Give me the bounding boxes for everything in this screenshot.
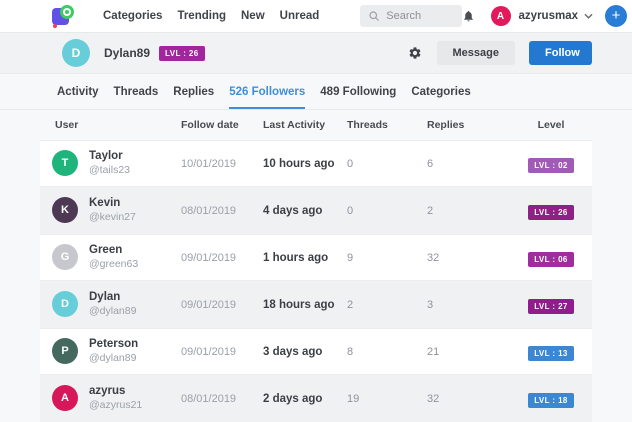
row-level-badge: LVL : 26 (528, 204, 574, 220)
search-icon (368, 10, 380, 22)
nav-link-unread[interactable]: Unread (279, 10, 320, 22)
navbar-right: A azyrusmax + (462, 5, 627, 27)
row-follow-date: 10/01/2019 (181, 157, 237, 170)
row-user-name[interactable]: Taylor (89, 150, 123, 163)
row-follow-date: 09/01/2019 (181, 298, 237, 311)
row-replies: 2 (427, 204, 434, 217)
nav-link-trending[interactable]: Trending (177, 10, 226, 22)
row-user-handle: @tails23 (89, 164, 131, 177)
row-user-handle: @green63 (89, 258, 139, 271)
row-avatar: T (52, 150, 78, 177)
table-row[interactable]: K Kevin @kevin27 08/01/2019 4 days ago 0… (40, 187, 592, 234)
row-avatar: P (52, 338, 78, 365)
search-box[interactable] (360, 5, 462, 27)
row-follow-date: 08/01/2019 (181, 392, 237, 405)
header-level: Level (537, 119, 565, 131)
row-threads: 0 (347, 157, 354, 170)
top-navbar: Categories Trending New Unread A azyrusm… (0, 0, 632, 33)
row-follow-date: 08/01/2019 (181, 204, 237, 217)
header-last-activity: Last Activity (263, 119, 326, 131)
table-row[interactable]: A azyrus @azyrus21 08/01/2019 2 days ago… (40, 375, 592, 422)
row-replies: 32 (427, 251, 440, 264)
logo-green-ring (60, 4, 74, 19)
row-level-badge: LVL : 27 (528, 298, 574, 314)
row-user-name[interactable]: azyrus (89, 385, 126, 398)
row-avatar: A (52, 385, 78, 412)
row-user-handle: @azyrus21 (89, 399, 143, 412)
profile-tabs: Activity Threads Replies 526 Followers 4… (0, 74, 632, 110)
table-row[interactable]: T Taylor @tails23 10/01/2019 10 hours ag… (40, 140, 592, 187)
table-row[interactable]: G Green @green63 09/01/2019 1 hours ago … (40, 234, 592, 281)
logo-red-dot (53, 23, 57, 28)
row-level-badge: LVL : 06 (528, 251, 574, 267)
row-replies: 6 (427, 157, 434, 170)
chevron-down-icon[interactable] (584, 13, 593, 19)
row-last-activity: 10 hours ago (263, 157, 335, 170)
search-input[interactable] (386, 10, 454, 22)
app-logo-icon[interactable] (52, 4, 74, 28)
row-level-badge: LVL : 18 (528, 392, 574, 408)
header-follow-date: Follow date (181, 119, 239, 131)
row-replies: 32 (427, 392, 440, 405)
row-last-activity: 18 hours ago (263, 298, 335, 311)
row-threads: 0 (347, 204, 354, 217)
row-level-badge: LVL : 13 (528, 345, 574, 361)
header-replies: Replies (427, 119, 465, 131)
header-threads: Threads (347, 119, 388, 131)
row-avatar: D (52, 291, 78, 318)
row-replies: 3 (427, 298, 434, 311)
table-row[interactable]: P Peterson @dylan89 09/01/2019 3 days ag… (40, 328, 592, 375)
tab-threads[interactable]: Threads (113, 85, 159, 98)
profile-header: D Dylan89 LVL : 26 Message Follow (0, 33, 632, 74)
row-threads: 2 (347, 298, 354, 311)
row-threads: 19 (347, 392, 360, 405)
header-user: User (55, 119, 79, 131)
tab-following[interactable]: 489 Following (320, 85, 397, 98)
row-user-name[interactable]: Peterson (89, 338, 139, 351)
follow-button[interactable]: Follow (529, 41, 592, 65)
row-last-activity: 2 days ago (263, 392, 323, 405)
row-user-name[interactable]: Kevin (89, 197, 121, 210)
profile-level-badge: LVL : 26 (159, 45, 205, 61)
nav-link-categories[interactable]: Categories (103, 10, 163, 22)
row-avatar: K (52, 197, 78, 224)
tab-followers[interactable]: 526 Followers (229, 74, 306, 109)
profile-avatar: D (62, 39, 90, 67)
row-user-name[interactable]: Dylan (89, 291, 121, 304)
row-user-handle: @dylan89 (89, 305, 137, 318)
table-header-row: User Follow date Last Activity Threads R… (40, 110, 592, 140)
tab-activity[interactable]: Activity (57, 85, 99, 98)
row-follow-date: 09/01/2019 (181, 345, 237, 358)
row-threads: 8 (347, 345, 354, 358)
nav-links: Categories Trending New Unread (103, 10, 334, 22)
row-follow-date: 09/01/2019 (181, 251, 237, 264)
tab-categories[interactable]: Categories (411, 85, 471, 98)
user-avatar[interactable]: A (490, 6, 511, 26)
message-button[interactable]: Message (436, 41, 515, 65)
row-user-handle: @dylan89 (89, 352, 137, 365)
row-avatar: G (52, 244, 78, 271)
profile-name: Dylan89 (104, 46, 151, 60)
row-replies: 21 (427, 345, 440, 358)
notifications-bell-icon[interactable] (462, 9, 475, 23)
profile-actions: Message Follow (408, 41, 592, 65)
row-user-name[interactable]: Green (89, 244, 123, 257)
followers-table: User Follow date Last Activity Threads R… (40, 110, 592, 422)
username-label[interactable]: azyrusmax (518, 10, 578, 22)
row-level-badge: LVL : 02 (528, 157, 574, 173)
nav-link-new[interactable]: New (241, 10, 265, 22)
row-last-activity: 3 days ago (263, 345, 323, 358)
new-topic-plus-button[interactable]: + (605, 5, 627, 27)
row-last-activity: 4 days ago (263, 204, 323, 217)
row-threads: 9 (347, 251, 354, 264)
tab-replies[interactable]: Replies (173, 85, 215, 98)
row-user-handle: @kevin27 (89, 211, 136, 224)
gear-icon[interactable] (408, 46, 422, 60)
row-last-activity: 1 hours ago (263, 251, 329, 264)
table-row[interactable]: D Dylan @dylan89 09/01/2019 18 hours ago… (40, 281, 592, 328)
